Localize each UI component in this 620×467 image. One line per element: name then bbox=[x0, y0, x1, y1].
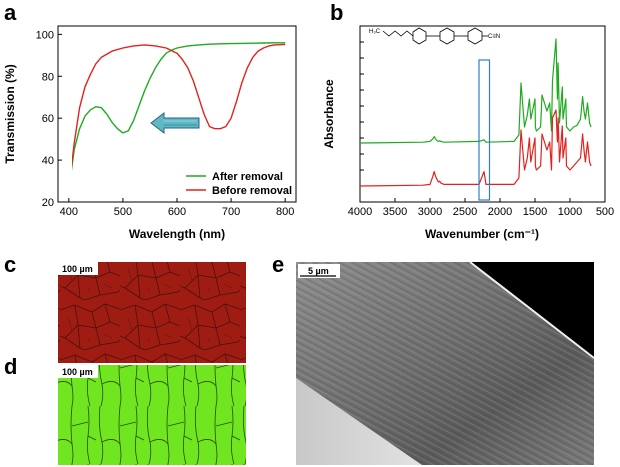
transmission-chart: 400 500 600 700 800 20 40 60 80 100 After removal… bbox=[3, 25, 297, 241]
methyl-label: H₃C bbox=[369, 29, 381, 35]
x-tick-label-a: 400 bbox=[60, 206, 78, 218]
x-tick-label-b: 1000 bbox=[558, 206, 582, 218]
series-lines-a bbox=[72, 42, 286, 172]
y-tick-label-a: 80 bbox=[42, 71, 54, 83]
y-axis-title-a: Transmission (%) bbox=[3, 64, 17, 163]
sem-edge bbox=[469, 261, 595, 359]
axes-b: 4000 3500 3000 2500 2000 1500 1000 500 bbox=[348, 41, 614, 218]
micrograph-red-image bbox=[58, 262, 246, 363]
panel-label-e: e bbox=[272, 252, 284, 277]
legend-label-before: Before removal bbox=[212, 185, 292, 197]
y-tick-label-a: 20 bbox=[42, 197, 54, 209]
x-axis-title-a: Wavelength (nm) bbox=[129, 227, 225, 241]
x-tick-label-b: 2000 bbox=[488, 206, 512, 218]
scale-bar-box-e bbox=[298, 264, 340, 278]
nitrile-highlight-box bbox=[478, 59, 491, 201]
series-lines-b bbox=[360, 38, 592, 187]
plot-frame-b bbox=[359, 25, 606, 203]
ftir-after-removal bbox=[360, 38, 592, 144]
y-tick-label-a: 100 bbox=[36, 29, 54, 41]
scale-bar-e: 5 µm bbox=[308, 266, 329, 276]
micrograph-green: 100 µm bbox=[58, 365, 246, 465]
x-tick-label-a: 600 bbox=[168, 206, 186, 218]
panel-label-c: c bbox=[4, 252, 16, 277]
x-tick-label-b: 4000 bbox=[348, 206, 372, 218]
scale-bar-box-c bbox=[58, 262, 98, 275]
series-before-removal bbox=[72, 43, 286, 169]
y-tick-label-a: 40 bbox=[42, 155, 54, 167]
x-tick-label-b: 500 bbox=[596, 206, 614, 218]
panel-label-a: a bbox=[4, 0, 17, 25]
legend-label-after: After removal bbox=[212, 171, 283, 183]
nitrile-label: C≡N bbox=[488, 34, 500, 40]
micrograph-green-image bbox=[58, 365, 246, 465]
micrograph-red: 100 µm bbox=[58, 262, 246, 363]
sem-image: 5 µm bbox=[296, 261, 595, 465]
x-tick-label-b: 3500 bbox=[383, 206, 407, 218]
panel-label-b: b bbox=[330, 0, 343, 25]
scale-bar-c: 100 µm bbox=[62, 264, 93, 274]
x-tick-label-b: 1500 bbox=[523, 206, 547, 218]
y-axis-title-b: Absorbance bbox=[322, 79, 336, 149]
scale-bar-box-d bbox=[58, 365, 98, 378]
x-tick-label-a: 800 bbox=[276, 206, 294, 218]
panel-label-d: d bbox=[4, 354, 17, 379]
shift-arrow bbox=[150, 111, 200, 135]
sem-lower-slab bbox=[296, 378, 422, 465]
molecule-structure: H₃C C≡N bbox=[369, 27, 500, 45]
ftir-chart: 4000 3500 3000 2500 2000 1500 1000 500 H₃C C≡N … bbox=[322, 25, 614, 241]
legend-a: After removal Before removal bbox=[186, 171, 292, 197]
x-axis-title-b: Wavenumber (cm⁻¹) bbox=[425, 227, 539, 241]
y-tick-label-a: 60 bbox=[42, 113, 54, 125]
scale-bar-d: 100 µm bbox=[62, 367, 93, 377]
x-tick-label-a: 500 bbox=[114, 206, 132, 218]
ftir-before-removal bbox=[360, 109, 592, 187]
x-tick-label-a: 700 bbox=[222, 206, 240, 218]
series-after-removal bbox=[72, 42, 286, 172]
axes-a: 400 500 600 700 800 20 40 60 80 100 bbox=[36, 29, 295, 218]
x-tick-label-b: 2500 bbox=[453, 206, 477, 218]
x-tick-label-b: 3000 bbox=[418, 206, 442, 218]
